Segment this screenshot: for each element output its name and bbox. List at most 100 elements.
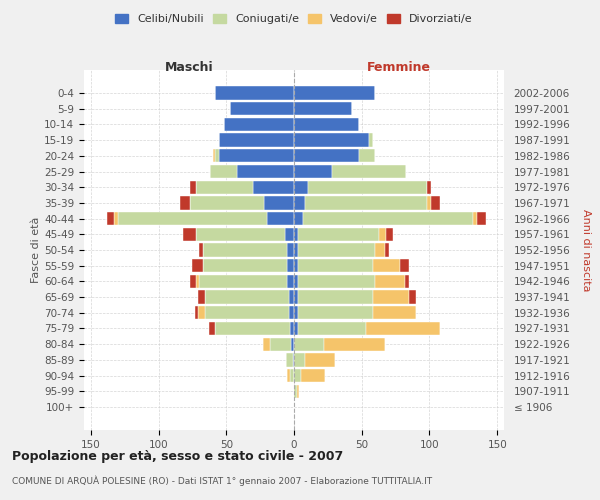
Bar [305,353,335,366]
Bar [215,149,220,162]
Bar [196,180,253,194]
Bar [373,259,400,272]
Bar [114,212,118,226]
Bar [359,149,375,162]
Bar [291,338,294,351]
Bar [294,149,359,162]
Text: COMUNE DI ARQUÀ POLESINE (RO) - Dati ISTAT 1° gennaio 2007 - Elaborazione TUTTIT: COMUNE DI ARQUÀ POLESINE (RO) - Dati IST… [12,475,432,486]
Bar [199,244,203,256]
Bar [294,384,297,398]
Bar [287,369,290,382]
Bar [298,322,366,335]
Bar [180,196,190,209]
Bar [294,196,305,209]
Bar [308,180,427,194]
Bar [375,244,385,256]
Bar [237,165,294,178]
Bar [301,369,325,382]
Bar [205,306,289,320]
Bar [294,212,304,226]
Bar [409,290,416,304]
Bar [294,102,352,116]
Bar [196,228,284,241]
Bar [294,322,298,335]
Bar [286,353,293,366]
Bar [304,212,473,226]
Bar [293,353,294,366]
Bar [289,306,294,320]
Bar [294,134,368,147]
Bar [199,274,287,288]
Bar [220,134,294,147]
Bar [193,259,203,272]
Bar [264,196,294,209]
Y-axis label: Fasce di età: Fasce di età [31,217,41,283]
Bar [298,306,373,320]
Bar [431,196,440,209]
Legend: Celibi/Nubili, Coniugati/e, Vedovi/e, Divorziati/e: Celibi/Nubili, Coniugati/e, Vedovi/e, Di… [112,10,476,28]
Bar [210,165,237,178]
Bar [284,228,294,241]
Bar [263,338,269,351]
Bar [269,338,291,351]
Bar [196,274,199,288]
Bar [473,212,477,226]
Bar [107,212,114,226]
Bar [375,274,405,288]
Bar [203,259,287,272]
Bar [373,290,409,304]
Bar [297,384,299,398]
Bar [287,259,294,272]
Bar [298,244,375,256]
Bar [294,165,332,178]
Bar [215,322,290,335]
Bar [298,290,373,304]
Text: Anni di nascita: Anni di nascita [581,209,591,291]
Bar [287,244,294,256]
Bar [190,196,264,209]
Bar [294,118,359,131]
Bar [294,244,298,256]
Bar [294,306,298,320]
Bar [477,212,487,226]
Bar [294,180,308,194]
Bar [289,290,294,304]
Bar [405,274,409,288]
Bar [215,86,294,100]
Bar [400,259,409,272]
Bar [287,274,294,288]
Bar [294,369,301,382]
Bar [332,165,406,178]
Bar [220,149,294,162]
Bar [118,212,267,226]
Bar [427,196,431,209]
Bar [253,180,294,194]
Bar [205,290,289,304]
Bar [198,290,205,304]
Bar [294,86,375,100]
Bar [427,180,431,194]
Bar [298,274,375,288]
Bar [294,290,298,304]
Bar [198,306,205,320]
Bar [368,134,373,147]
Bar [209,322,215,335]
Bar [294,228,298,241]
Bar [305,196,427,209]
Bar [213,149,215,162]
Bar [298,228,379,241]
Bar [298,259,373,272]
Bar [379,228,386,241]
Bar [385,244,389,256]
Bar [190,180,196,194]
Bar [294,338,324,351]
Bar [224,118,294,131]
Bar [386,228,393,241]
Bar [324,338,385,351]
Bar [290,369,294,382]
Bar [290,322,294,335]
Bar [373,306,416,320]
Text: Maschi: Maschi [164,61,214,74]
Text: Popolazione per età, sesso e stato civile - 2007: Popolazione per età, sesso e stato civil… [12,450,343,463]
Bar [190,274,196,288]
